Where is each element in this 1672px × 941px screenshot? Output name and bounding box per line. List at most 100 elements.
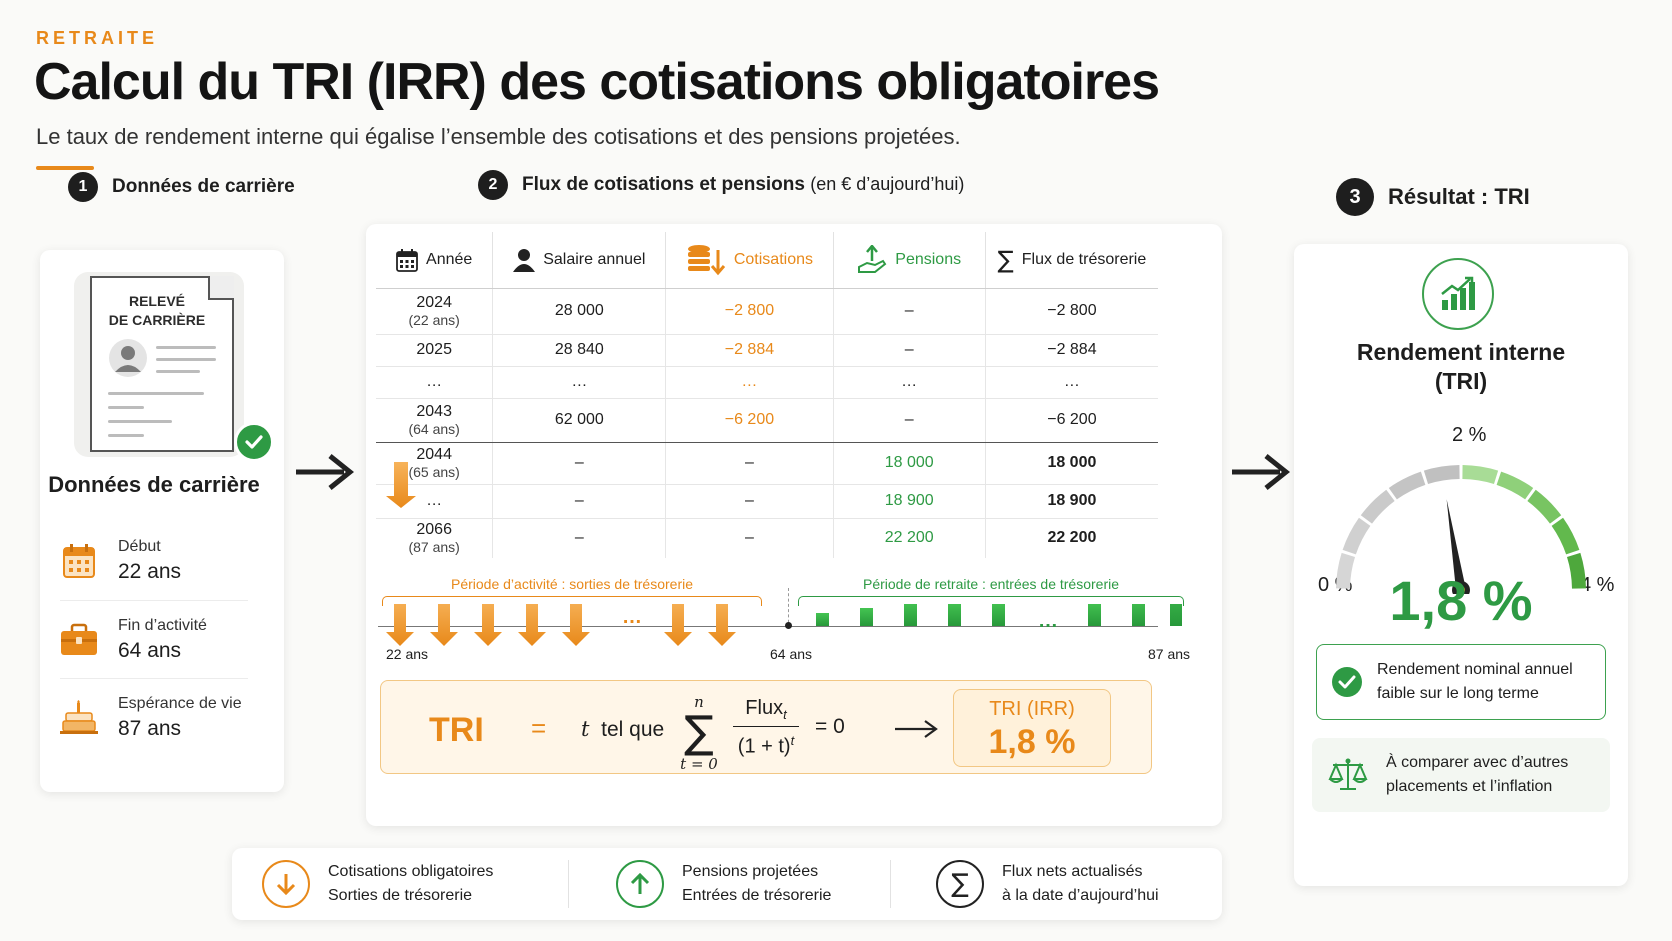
briefcase-icon	[60, 623, 98, 657]
formula-rhs: = 0	[815, 715, 845, 738]
formula-equals: =	[531, 713, 547, 743]
sigma-icon: ∑	[684, 707, 714, 758]
inflow-ellipsis: …	[1038, 610, 1059, 632]
career-item-end: Fin d’activité 64 ans	[60, 600, 248, 678]
formula-result-box: TRI (IRR) 1,8 %	[953, 689, 1111, 767]
coins-down-icon	[687, 244, 725, 276]
hand-up-icon	[858, 244, 887, 273]
inflow-bar	[948, 604, 961, 626]
flows-table: Année Salaire annuel Cotisations Pension…	[376, 232, 1158, 558]
step-2-header: 2 Flux de cotisations et pensions (en € …	[478, 170, 964, 200]
outflow-arrow-icon	[518, 604, 546, 646]
retirement-dot	[785, 622, 792, 629]
gauge-segment	[1342, 517, 1371, 555]
age-start-label: 22 ans	[386, 646, 429, 662]
flow-arrow-right-2	[1232, 454, 1291, 490]
career-end-label: Fin d’activité	[118, 616, 207, 634]
retire-period-bracket	[798, 596, 1184, 606]
career-end-value: 64 ans	[118, 638, 182, 662]
timeline-axis	[378, 626, 1158, 627]
kicker: RETRAITE	[36, 28, 158, 48]
flows-card: Année Salaire annuel Cotisations Pension…	[366, 224, 1222, 826]
career-document-illustration: RELEVÉ DE CARRIÈRE	[74, 272, 274, 462]
gauge-max-label: 4 %	[1580, 574, 1615, 596]
result-card: Rendement interne (TRI) 2 % 0 % 4 % 1,8 %…	[1294, 244, 1628, 886]
calendar-icon	[396, 248, 418, 272]
active-period-label: Période d’activité : sorties de trésorer…	[451, 576, 693, 592]
gauge-segment	[1551, 517, 1580, 555]
gauge-segment	[1360, 489, 1395, 524]
denominator-superscript: t	[790, 733, 795, 748]
legend-bar: Cotisations obligatoires Sorties de tréso…	[232, 848, 1222, 920]
fraction-denominator: (1 + t)	[737, 735, 791, 758]
outflow-ellipsis: …	[622, 606, 643, 628]
formula-fraction: Fluxt (1 + t)t	[733, 697, 799, 759]
formula-result-label: TRI (IRR)	[989, 698, 1075, 720]
legend-item-contributions: Cotisations obligatoires Sorties de tréso…	[262, 848, 493, 920]
col-header-cashflow: ∑ Flux de trésorerie	[985, 232, 1158, 289]
gauge-segment	[1527, 489, 1562, 524]
career-card: RELEVÉ DE CARRIÈRE Données de carrière	[40, 250, 284, 792]
result-note-compare: À comparer avec d’autres placements et l’…	[1312, 738, 1610, 812]
result-value: 1,8 %	[1389, 569, 1533, 632]
cake-icon	[60, 699, 98, 736]
col-header-contributions: Cotisations	[665, 232, 834, 289]
document-fold	[208, 276, 234, 300]
sigma-icon: ∑	[997, 245, 1014, 274]
retirement-marker	[788, 588, 789, 628]
outflow-arrow-icon	[708, 604, 736, 646]
numerator-subscript: t	[783, 707, 787, 722]
doc-title-line1: RELEVÉ	[128, 293, 185, 309]
step-1-label: Données de carrière	[112, 176, 295, 197]
step-2-label: Flux de cotisations et pensions	[522, 174, 805, 195]
formula-such-that: tel que	[601, 718, 665, 741]
document-icon: RELEVÉ DE CARRIÈRE	[90, 276, 234, 452]
formula-sum: n ∑ t = 0	[679, 693, 719, 773]
step-3-number: 3	[1336, 178, 1374, 216]
col-header-pensions: Pensions	[833, 232, 986, 289]
inflow-arrow-icon	[1170, 604, 1182, 626]
step-2-sublabel: (en € d’aujourd’hui)	[810, 174, 965, 194]
flow-arrow-right-1	[296, 454, 355, 490]
table-row: 2025 28 840 −2 884 – −2 884	[376, 334, 1158, 367]
arrow-down-icon	[262, 860, 310, 908]
result-title-line2: (TRI)	[1434, 368, 1488, 394]
legend-item-discounted: ∑ Flux nets actualisés à la date d’aujour…	[936, 848, 1159, 920]
page-title: Calcul du TRI (IRR) des cotisations obli…	[34, 53, 1160, 111]
outflow-arrow-icon	[474, 604, 502, 646]
gauge-segment	[1423, 465, 1460, 485]
inflow-bar	[860, 608, 873, 626]
result-note-low-yield: Rendement nominal annuel faible sur le lo…	[1316, 644, 1606, 720]
col-header-salary: Salaire annuel	[492, 232, 667, 289]
check-icon	[1332, 667, 1362, 697]
step-1-header: 1 Données de carrière	[68, 172, 295, 202]
page-subtitle: Le taux de rendement interne qui égalise…	[36, 124, 961, 149]
outflow-arrow-icon	[430, 604, 458, 646]
check-icon	[234, 422, 274, 462]
gauge-segment	[1462, 465, 1499, 485]
scale-icon	[1328, 758, 1368, 790]
step-3-header: 3 Résultat : TRI	[1336, 178, 1530, 216]
table-row: 2024 (22 ans) 28 000 −2 800 – −2 800	[376, 288, 1158, 335]
outflow-arrow-icon	[664, 604, 692, 646]
formula-t-var: t	[581, 717, 590, 741]
growth-chart-icon	[1422, 258, 1494, 330]
outflow-arrow-icon	[386, 604, 414, 646]
inflow-bar	[816, 613, 829, 626]
fraction-numerator: Flux	[745, 697, 784, 719]
gauge-needle	[1446, 499, 1466, 591]
career-item-life: Espérance de vie 87 ans	[60, 678, 248, 756]
table-row: 2066 (87 ans) – – 22 200 22 200	[376, 518, 1158, 558]
table-row: … … … … …	[376, 366, 1158, 399]
table-row: 2043 (64 ans) 62 000 −6 200 – −6 200	[376, 398, 1158, 443]
age-mid-label: 64 ans	[770, 646, 813, 662]
inflow-bar	[1132, 604, 1145, 626]
step-3-label: Résultat : TRI	[1388, 184, 1530, 209]
table-header-row: Année Salaire annuel Cotisations Pension…	[376, 232, 1158, 289]
step-1-number: 1	[68, 172, 98, 202]
cashflow-arrow-marks	[386, 604, 1182, 646]
result-title-line1: Rendement interne	[1356, 339, 1566, 365]
gauge-mid-label: 2 %	[1452, 424, 1487, 446]
person-icon	[513, 248, 536, 272]
formula-lhs: TRI	[429, 711, 484, 749]
